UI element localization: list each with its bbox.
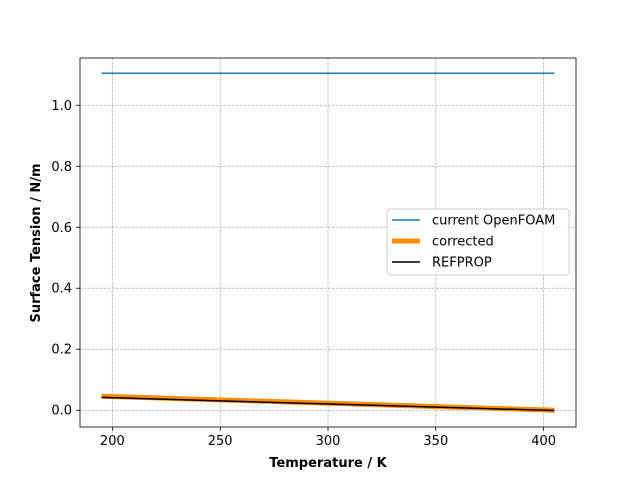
legend-label-2: REFPROP <box>432 256 492 271</box>
x-tick-label-1: 250 <box>208 434 233 449</box>
x-tick-label-2: 300 <box>316 434 341 449</box>
axes-layer: 200 250 300 350 400 0.0 0.2 0.4 0.6 0.8 1.0 <box>51 57 577 449</box>
y-tick-label-0: 0.0 <box>51 404 72 419</box>
x-tick-label-3: 350 <box>423 434 448 449</box>
y-tick-label-4: 0.8 <box>51 160 72 175</box>
legend-label-1: corrected <box>432 235 494 250</box>
x-tick-label-0: 200 <box>100 434 125 449</box>
y-tick-label-2: 0.4 <box>51 282 72 297</box>
legend: current OpenFOAM corrected REFPROP <box>386 208 570 276</box>
y-tick-label-3: 0.6 <box>51 221 72 236</box>
y-tick-label-5: 1.0 <box>51 99 72 114</box>
y-tick-label-1: 0.2 <box>51 343 72 358</box>
series-line-2 <box>101 396 555 412</box>
y-axis-label: Surface Tension / N/m <box>29 163 44 322</box>
x-axis-label: Temperature / K <box>269 456 387 471</box>
x-tick-label-4: 400 <box>531 434 556 449</box>
legend-label-0: current OpenFOAM <box>432 214 555 229</box>
series-layer <box>101 72 555 413</box>
legend-box <box>386 208 570 276</box>
